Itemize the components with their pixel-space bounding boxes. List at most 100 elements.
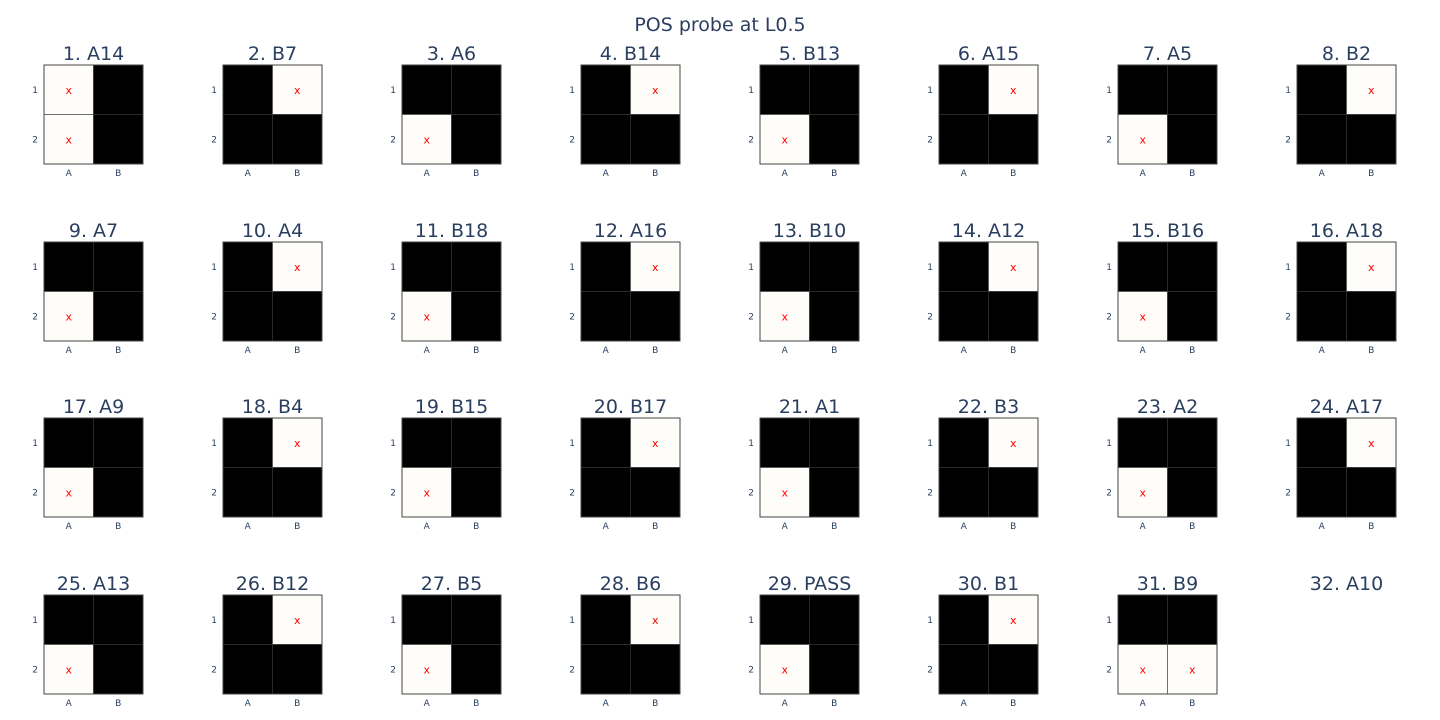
panel-title: 1. A14	[63, 43, 124, 65]
y-tick-label: 2	[32, 488, 38, 498]
heatmap-cell	[401, 417, 452, 468]
y-tick-label: 2	[748, 312, 754, 322]
y-tick-label: 1	[569, 439, 575, 449]
heatmap-cell	[93, 64, 144, 115]
cell-mark: x	[1010, 84, 1017, 97]
y-tick-label: 2	[32, 135, 38, 145]
cell-mark: x	[652, 84, 659, 97]
cell-mark: x	[1010, 261, 1017, 274]
heatmap-panel: 17. A9 x A B 1 2	[32, 396, 144, 532]
heatmap-cell	[630, 64, 681, 115]
y-tick-label: 1	[748, 263, 754, 273]
heatmap-cell	[759, 114, 810, 165]
y-tick-label: 2	[211, 488, 217, 498]
heatmap-cell	[1117, 417, 1168, 468]
cell-mark: x	[652, 437, 659, 450]
heatmap-cell	[272, 594, 323, 645]
heatmap-cell	[988, 644, 1039, 695]
panel-title: 6. A15	[958, 43, 1019, 65]
heatmap-cell	[93, 467, 144, 518]
panel-title: 21. A1	[779, 396, 840, 418]
panel-frame	[580, 417, 681, 518]
heatmap-cell	[1346, 467, 1397, 518]
cell-mark: x	[781, 310, 788, 323]
heatmap-cell	[222, 417, 273, 468]
y-tick-label: 1	[211, 616, 217, 626]
heatmap-cell	[1117, 241, 1168, 292]
panel-frame	[43, 417, 144, 518]
heatmap-cell	[1117, 114, 1168, 165]
cell-mark: x	[1010, 437, 1017, 450]
y-tick-label: 2	[32, 312, 38, 322]
y-tick-label: 2	[1285, 488, 1291, 498]
y-tick-label: 1	[748, 616, 754, 626]
x-tick-label: A	[424, 346, 431, 356]
panel-frame	[1117, 241, 1218, 342]
cell-mark: x	[294, 614, 301, 627]
heatmap-cell	[630, 291, 681, 342]
heatmap-cell	[938, 241, 989, 292]
x-tick-label: A	[782, 522, 789, 532]
x-tick-label: A	[1140, 169, 1147, 179]
heatmap-cell	[222, 114, 273, 165]
x-tick-label: B	[831, 346, 837, 356]
y-tick-label: 1	[390, 263, 396, 273]
heatmap-cell	[1296, 467, 1347, 518]
cell-mark: x	[65, 663, 72, 676]
panel-title: 31. B9	[1137, 573, 1198, 595]
x-tick-label: A	[1140, 346, 1147, 356]
heatmap-cell	[93, 417, 144, 468]
y-tick-label: 2	[927, 312, 933, 322]
heatmap-panel: 6. A15 x A B 1 2	[927, 43, 1039, 179]
y-tick-label: 2	[1285, 135, 1291, 145]
heatmap-panel: 32. A10	[1310, 573, 1383, 595]
heatmap-cell	[580, 241, 631, 292]
cell-mark: x	[1139, 133, 1146, 146]
y-tick-label: 2	[569, 665, 575, 675]
y-tick-label: 1	[1285, 263, 1291, 273]
heatmap-panel: 19. B15 x A B 1 2	[390, 396, 502, 532]
heatmap-cell	[451, 241, 502, 292]
y-tick-label: 2	[1106, 312, 1112, 322]
panel-frame	[1117, 417, 1218, 518]
heatmap-panel: 14. A12 x A B 1 2	[927, 220, 1039, 356]
panel-title: 8. B2	[1322, 43, 1371, 65]
y-tick-label: 2	[1106, 135, 1112, 145]
heatmap-panel: 23. A2 x A B 1 2	[1106, 396, 1218, 532]
heatmap-panel: 11. B18 x A B 1 2	[390, 220, 502, 356]
y-tick-label: 2	[748, 488, 754, 498]
y-tick-label: 1	[569, 86, 575, 96]
heatmap-cell	[1117, 291, 1168, 342]
x-tick-label: B	[652, 169, 658, 179]
heatmap-cell	[809, 417, 860, 468]
heatmap-cell	[222, 291, 273, 342]
cell-mark: x	[781, 133, 788, 146]
heatmap-cell	[43, 594, 94, 645]
y-tick-label: 1	[1106, 439, 1112, 449]
heatmap-cell	[451, 291, 502, 342]
panel-title: 11. B18	[415, 220, 488, 242]
x-tick-label: B	[1368, 346, 1374, 356]
x-tick-label: A	[1319, 346, 1326, 356]
heatmap-cell	[1167, 467, 1218, 518]
heatmap-cell	[272, 64, 323, 115]
panel-frame	[401, 594, 502, 695]
heatmap-cell	[630, 241, 681, 292]
heatmap-cell	[1167, 417, 1218, 468]
panel-title: 13. B10	[773, 220, 846, 242]
heatmap-cell	[938, 467, 989, 518]
cell-mark: x	[294, 261, 301, 274]
heatmap-panel: 29. PASS x A B 1 2	[748, 573, 860, 709]
cell-mark: x	[652, 614, 659, 627]
panel-frame	[222, 64, 323, 165]
heatmap-cell	[222, 644, 273, 695]
heatmap-cell	[1117, 64, 1168, 115]
cell-mark: x	[1139, 663, 1146, 676]
heatmap-cell	[1296, 241, 1347, 292]
panel-frame	[759, 64, 860, 165]
x-tick-label: A	[1140, 522, 1147, 532]
heatmap-cell	[938, 64, 989, 115]
heatmap-cell	[222, 241, 273, 292]
cell-mark: x	[423, 133, 430, 146]
panel-title: 2. B7	[248, 43, 297, 65]
